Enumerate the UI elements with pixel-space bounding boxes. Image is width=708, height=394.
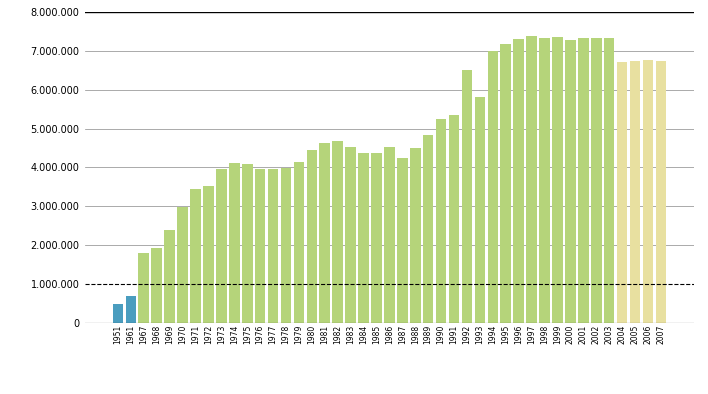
Bar — [526, 37, 537, 323]
Bar — [242, 164, 253, 323]
Bar — [410, 149, 421, 323]
Bar — [203, 186, 214, 323]
Bar — [177, 207, 188, 323]
Bar — [125, 296, 136, 323]
Bar — [436, 119, 447, 323]
Bar — [139, 253, 149, 323]
Bar — [397, 158, 408, 323]
Bar — [358, 153, 369, 323]
Bar — [423, 134, 433, 323]
Bar — [216, 169, 227, 323]
Bar — [294, 162, 304, 323]
Bar — [307, 150, 317, 323]
Bar — [513, 39, 524, 323]
Bar — [617, 62, 627, 323]
Bar — [565, 40, 576, 323]
Bar — [164, 230, 175, 323]
Bar — [384, 147, 394, 323]
Bar — [643, 60, 653, 323]
Bar — [656, 61, 666, 323]
Bar — [190, 189, 201, 323]
Bar — [501, 44, 511, 323]
Bar — [552, 37, 563, 323]
Bar — [462, 71, 472, 323]
Bar — [268, 169, 278, 323]
Bar — [229, 162, 239, 323]
Bar — [332, 141, 343, 323]
Bar — [255, 169, 266, 323]
Bar — [604, 38, 615, 323]
Bar — [629, 61, 640, 323]
Bar — [591, 38, 602, 323]
Bar — [371, 153, 382, 323]
Bar — [539, 38, 550, 323]
Bar — [449, 115, 459, 323]
Bar — [488, 51, 498, 323]
Bar — [578, 38, 588, 323]
Bar — [152, 248, 162, 323]
Bar — [346, 147, 356, 323]
Bar — [474, 97, 485, 323]
Bar — [319, 143, 330, 323]
Bar — [113, 304, 123, 323]
Bar — [280, 168, 291, 323]
